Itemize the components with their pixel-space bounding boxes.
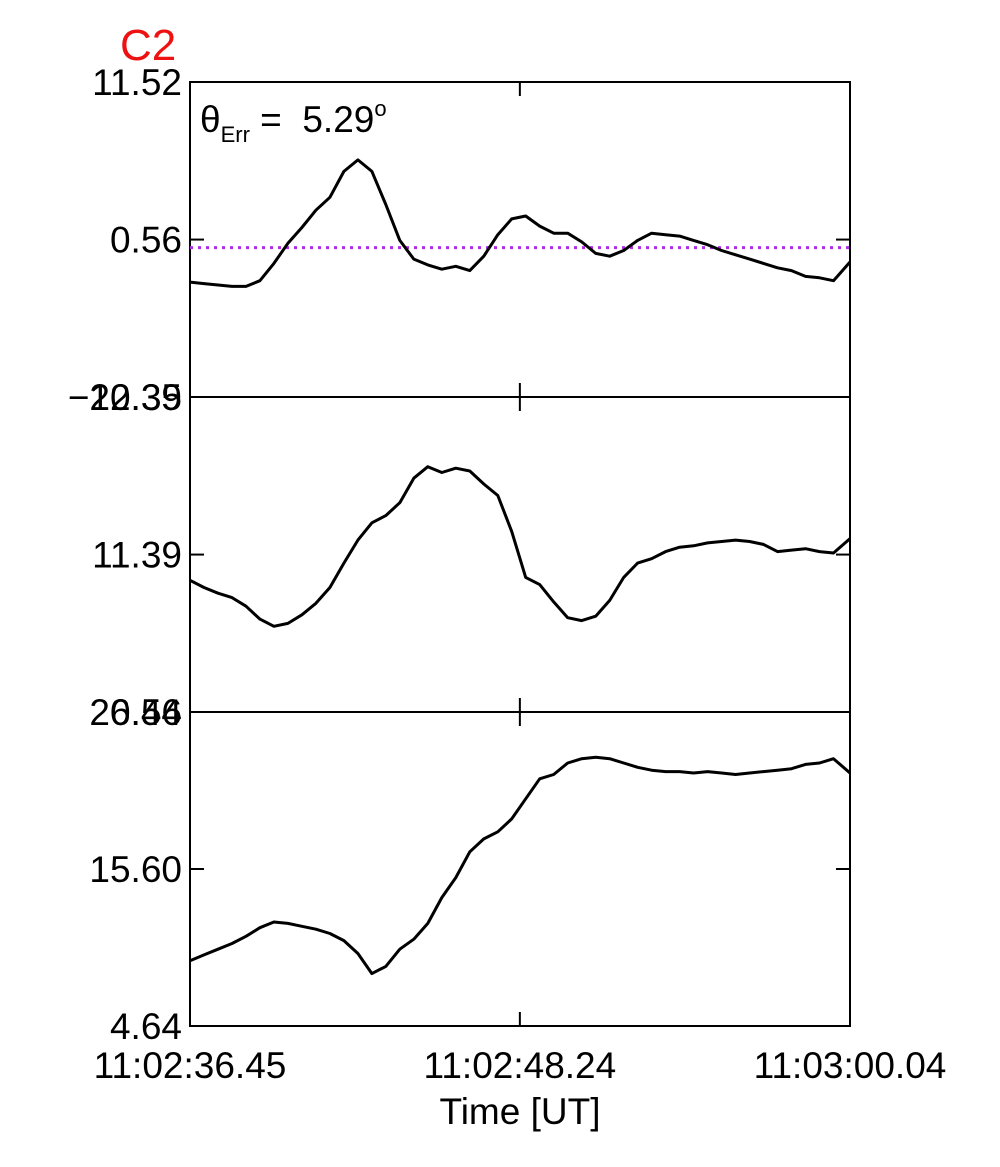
theta-value: 5.29: [302, 99, 374, 140]
y-tick-label: 4.64: [110, 1006, 182, 1047]
panels-group: 11.52 0.56 −10.39 Bm [nT] 22.35 11.39 0.44 Bn […: [13, 62, 852, 1047]
y-tick-label: −10.39: [68, 377, 182, 418]
y-tick-label: 11.52: [92, 62, 182, 103]
y-axis-title-subscript: m: [36, 255, 61, 273]
y-axis-title-subscript: l: [36, 891, 61, 896]
panel-Bn: 22.35 11.39 0.44 Bn [nT]: [13, 377, 851, 733]
figure-label: C2: [120, 21, 176, 70]
y-tick-label: 11.39: [92, 535, 182, 576]
y-axis-title-unit: [nT]: [13, 499, 54, 573]
y-axis-title-subscript: n: [36, 573, 61, 585]
y-axis-title-base: B: [13, 273, 54, 298]
y-axis-title-unit: [nT]: [13, 817, 54, 891]
y-axis-title: Bl [nT]: [13, 817, 61, 921]
y-axis-title: Bm [nT]: [13, 181, 61, 298]
theta-subscript: Err: [221, 122, 250, 147]
y-tick-label: 0.44: [110, 692, 182, 733]
theta-symbol: θ: [200, 99, 221, 140]
series-line-Bn: [189, 465, 851, 628]
y-tick-label: 22.35: [89, 377, 182, 418]
theta-equals: =: [250, 99, 302, 140]
x-tick-label: 11:02:36.45: [94, 1045, 287, 1086]
y-axis-title: Bn [nT]: [13, 499, 61, 610]
x-tick-label: 11:03:00.04: [754, 1045, 947, 1086]
series-line-Bm: [189, 158, 852, 288]
y-tick-label: 15.60: [89, 849, 182, 890]
series-line-Bl: [189, 755, 851, 976]
x-tick-labels: 11:02:36.45 11:02:48.24 11:03:00.04: [94, 1045, 947, 1086]
y-axis-title-unit: [nT]: [13, 181, 54, 255]
y-axis-title-base: B: [13, 896, 54, 921]
y-tick-label: 0.56: [110, 220, 182, 261]
y-axis-title-base: B: [13, 585, 54, 610]
y-tick-label: 26.56: [89, 692, 182, 733]
theta-degree: o: [374, 96, 386, 121]
panel-Bl: 26.56 15.60 4.64 Bl [nT]: [13, 692, 851, 1047]
panel-Bm: 11.52 0.56 −10.39 Bm [nT]: [13, 62, 852, 418]
x-tick-label: 11:02:48.24: [424, 1045, 617, 1086]
x-axis-title: Time [UT]: [439, 1091, 600, 1132]
theta-err-annotation: θErr = 5.29o: [200, 96, 387, 147]
panel-frame: [189, 711, 851, 1027]
